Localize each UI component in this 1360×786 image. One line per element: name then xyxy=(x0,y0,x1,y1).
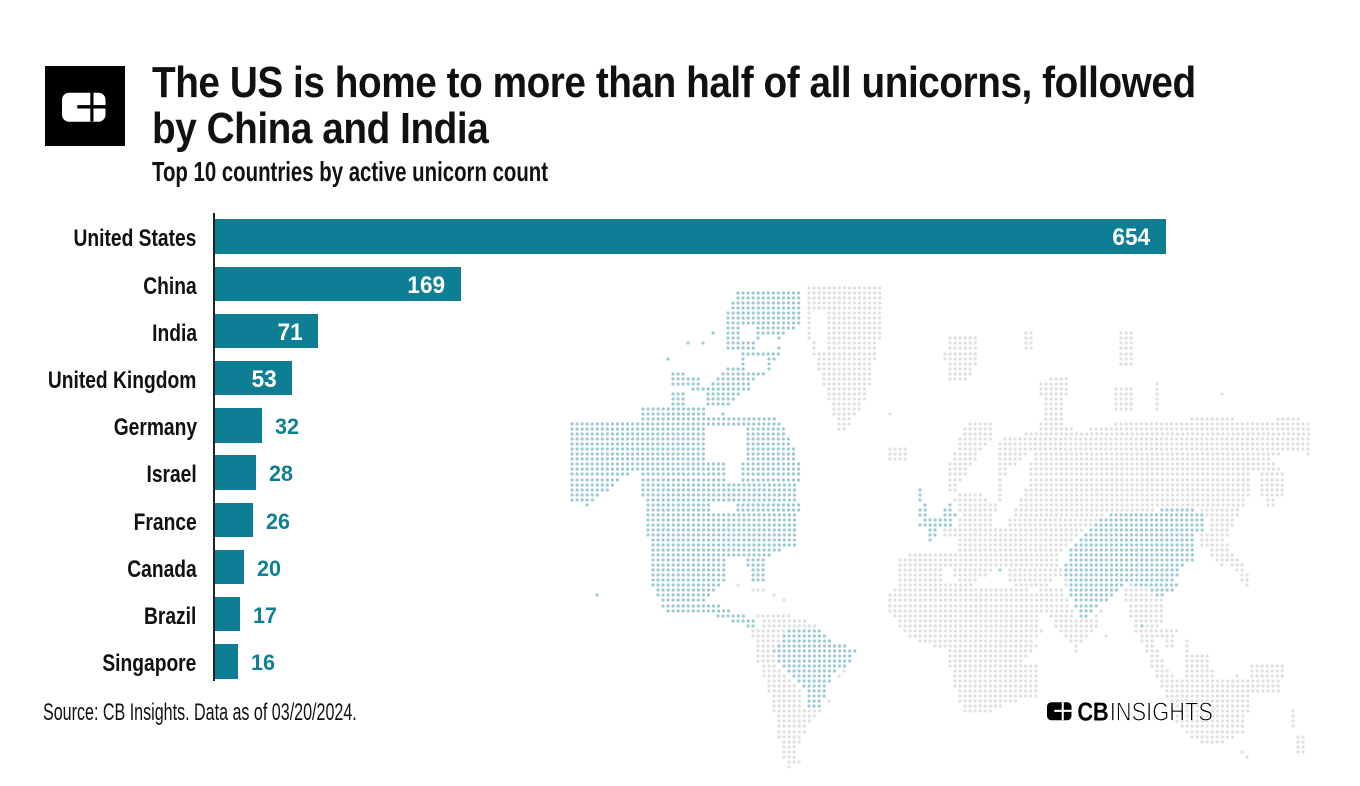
svg-text:INSIGHTS: INSIGHTS xyxy=(1110,698,1213,726)
svg-text:CB: CB xyxy=(1078,698,1109,726)
